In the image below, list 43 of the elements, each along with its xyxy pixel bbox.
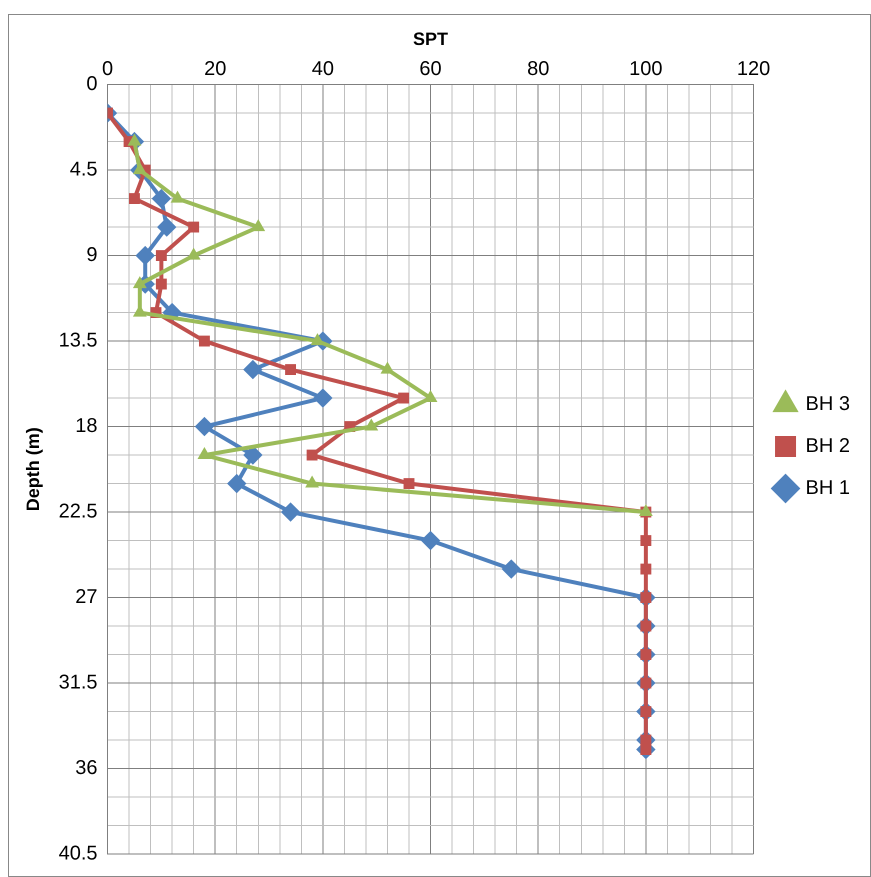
legend-label: BH 3 xyxy=(806,393,850,416)
point xyxy=(502,560,521,579)
point xyxy=(156,250,167,262)
y-tick-label: 4.5 xyxy=(70,158,98,181)
y-tick-label: 22.5 xyxy=(58,500,98,523)
legend-label: BH 2 xyxy=(806,435,850,458)
y-tick-label: 40.5 xyxy=(58,842,98,865)
point xyxy=(243,360,262,380)
point xyxy=(194,417,214,436)
point xyxy=(398,392,410,404)
point xyxy=(198,336,210,347)
x-tick-label: 20 xyxy=(204,58,226,80)
x-tick-label: 60 xyxy=(419,58,442,80)
y-tick-label: 31.5 xyxy=(58,672,98,694)
point xyxy=(640,564,652,574)
x-tick-label: 100 xyxy=(629,58,663,80)
point xyxy=(188,222,200,233)
x-tick-label: 80 xyxy=(527,58,550,80)
y-tick-label: 36 xyxy=(75,757,98,780)
point xyxy=(421,531,440,550)
point xyxy=(128,193,140,204)
point xyxy=(136,246,155,266)
y-tick-label: 18 xyxy=(75,415,98,438)
point xyxy=(152,189,171,208)
y-tick-label: 9 xyxy=(86,244,98,266)
point xyxy=(285,364,296,376)
legend-label: BH 1 xyxy=(806,477,850,500)
y-tick-label: 27 xyxy=(75,586,98,608)
y-tick-label: 0 xyxy=(86,73,98,96)
x-tick-label: 0 xyxy=(102,58,114,80)
point xyxy=(227,474,246,494)
point xyxy=(640,535,652,546)
y-tick-label: 13.5 xyxy=(58,330,98,352)
x-tick-label: 120 xyxy=(736,58,770,80)
point xyxy=(313,388,332,408)
point xyxy=(156,278,167,290)
x-axis-title: SPT xyxy=(413,28,448,49)
point xyxy=(157,218,176,237)
point xyxy=(281,502,300,522)
x-tick-label: 40 xyxy=(312,58,334,80)
point xyxy=(306,450,318,460)
point xyxy=(404,478,414,489)
y-axis-title: Depth (m) xyxy=(22,427,43,512)
